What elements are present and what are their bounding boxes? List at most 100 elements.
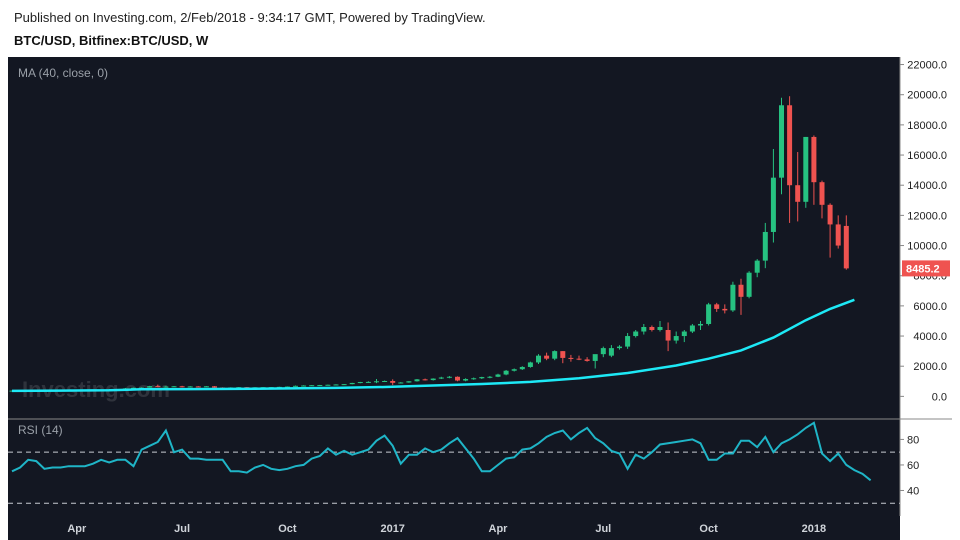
candle <box>568 354 574 362</box>
candle-body <box>374 381 379 383</box>
candle <box>633 330 639 338</box>
candle <box>365 381 371 383</box>
candle-body <box>333 384 339 386</box>
time-axis-label: Oct <box>278 523 297 535</box>
candle <box>317 384 323 387</box>
candle <box>819 180 825 219</box>
price-panel: 0.02000.04000.06000.08000.010000.012000.… <box>8 57 952 419</box>
candle-body <box>584 359 590 361</box>
ma-indicator-label: MA (40, close, 0) <box>18 66 108 80</box>
candle-body <box>641 326 647 332</box>
candle-body <box>552 351 558 359</box>
candle-body <box>770 177 776 232</box>
candle <box>406 381 412 383</box>
candle <box>657 320 663 332</box>
symbol-title: BTC/USD, Bitfinex:BTC/USD, W <box>14 33 209 48</box>
candle-body <box>446 376 452 378</box>
candle <box>187 386 193 388</box>
candle-body <box>163 386 169 388</box>
candle <box>625 333 631 349</box>
candle-body <box>414 379 420 382</box>
candle-body <box>560 351 566 358</box>
rsi-axis-background <box>900 419 952 516</box>
candle <box>608 345 614 358</box>
price-tick-label: 22000.0 <box>907 60 947 72</box>
price-tick-label: 14000.0 <box>907 180 947 192</box>
candle-body <box>9 390 15 392</box>
candle <box>212 385 217 388</box>
candle <box>544 352 550 361</box>
candle-body <box>341 384 347 386</box>
candle <box>730 281 736 312</box>
last-price-badge-bg <box>902 260 950 277</box>
candle-body <box>155 386 161 388</box>
rsi-panel-background <box>8 419 900 516</box>
candle-body <box>576 358 582 360</box>
candle-body <box>284 386 290 388</box>
price-tick-label: 18000.0 <box>907 120 947 132</box>
candle-body <box>301 385 307 387</box>
candle <box>179 385 185 388</box>
candle <box>349 382 355 385</box>
candle-body <box>147 386 153 388</box>
published-note: Published on Investing.com, 2/Feb/2018 -… <box>14 10 486 25</box>
candle-body <box>487 376 493 378</box>
candle <box>195 386 201 388</box>
candle-body <box>195 386 201 388</box>
candle-body <box>665 330 671 341</box>
candle-body <box>325 384 331 386</box>
rsi-reference-lines <box>8 451 900 504</box>
candle-body <box>495 374 501 377</box>
candle-body <box>463 379 469 381</box>
candle-body <box>779 105 784 178</box>
ma-40-line <box>11 298 855 393</box>
candle <box>301 385 307 387</box>
candle <box>479 376 485 380</box>
candle <box>390 379 396 386</box>
price-tick-label: 4000.0 <box>913 331 947 343</box>
candle-body <box>633 331 639 337</box>
candle <box>398 382 404 384</box>
candle <box>341 384 347 386</box>
rsi-indicator-label: RSI (14) <box>18 423 63 437</box>
candle <box>171 385 177 388</box>
candle-body <box>625 336 631 347</box>
candle-body <box>544 355 550 359</box>
candle-body <box>600 348 606 355</box>
price-axis-ticks: 0.02000.04000.06000.08000.010000.012000.… <box>900 60 947 403</box>
candle <box>738 278 744 315</box>
candle <box>787 96 793 223</box>
candle <box>689 323 695 334</box>
price-tick-label: 16000.0 <box>907 150 947 162</box>
candle <box>357 381 363 384</box>
chart-header: Published on Investing.com, 2/Feb/2018 -… <box>14 8 486 51</box>
candle <box>795 152 801 222</box>
chart-area: 0.02000.04000.06000.08000.010000.012000.… <box>8 57 952 540</box>
candle <box>438 376 444 380</box>
candle <box>446 376 452 379</box>
candle <box>762 222 768 269</box>
candle-body <box>803 136 809 202</box>
candle-body <box>511 369 517 371</box>
candle-body <box>698 323 703 326</box>
candle-body <box>455 376 460 381</box>
candle <box>649 325 655 332</box>
price-tick-label: 2000.0 <box>913 361 947 373</box>
candle-body <box>827 204 833 225</box>
candle <box>754 259 760 278</box>
candle <box>147 385 153 388</box>
time-axis-label: Jul <box>174 523 190 535</box>
candle <box>600 346 606 358</box>
candle <box>511 368 517 372</box>
candle-body <box>835 224 841 246</box>
time-axis-labels: Apr Jul Oct 2017 Apr Jul Oct 2018 <box>67 523 826 535</box>
candle-body <box>187 386 193 388</box>
candle-body <box>738 284 744 297</box>
candle-body <box>843 225 849 269</box>
candle <box>698 320 703 331</box>
candle-body <box>762 231 768 261</box>
time-axis-label: Jul <box>595 523 611 535</box>
candle <box>155 384 161 388</box>
price-tick-label: 20000.0 <box>907 90 947 102</box>
candle-body <box>390 380 396 383</box>
